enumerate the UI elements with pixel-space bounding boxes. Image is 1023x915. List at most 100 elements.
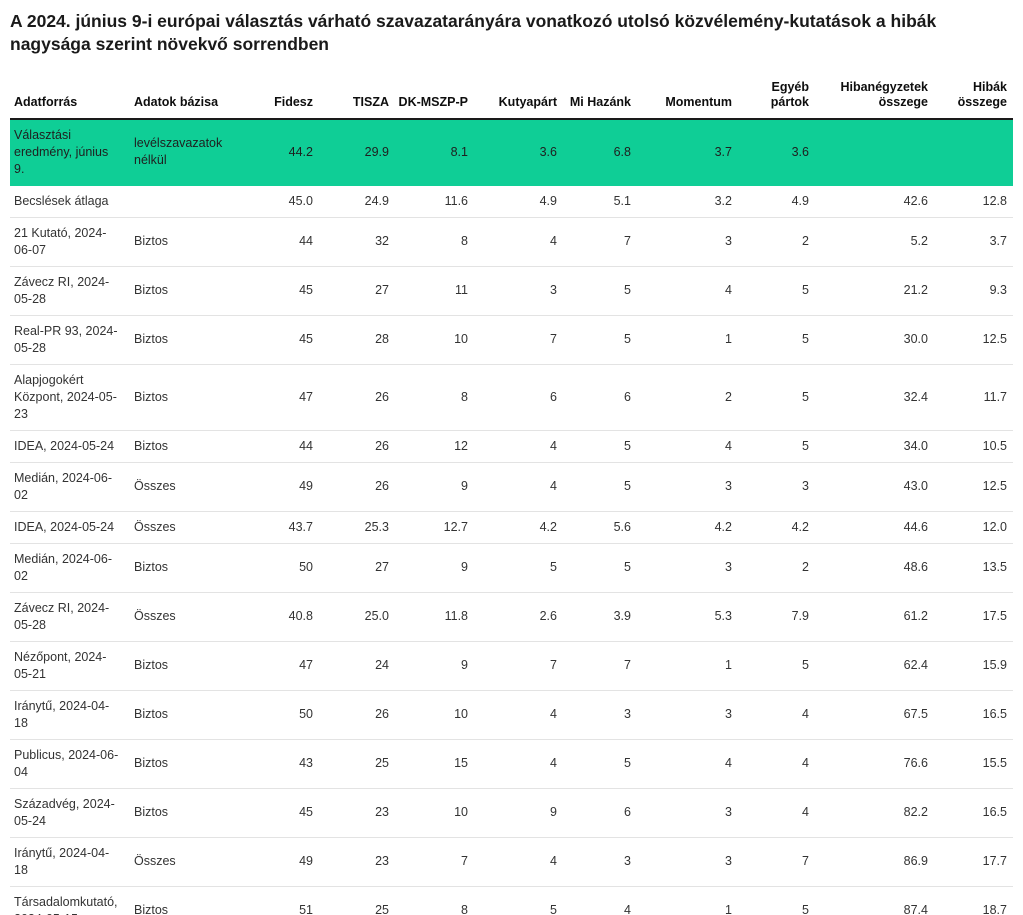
cell-fidesz: 47 (245, 364, 313, 431)
cell-errsum: 15.5 (928, 739, 1013, 789)
page-title: A 2024. június 9-i európai választás vár… (10, 11, 937, 54)
table-row: 21 Kutató, 2024-06-07 Biztos 44 32 8 4 7 3 2 5.2 3… (10, 217, 1013, 267)
cell-dkmszpp: 8 (389, 886, 468, 915)
cell-egyeb: 4 (732, 788, 809, 838)
cell-errsum: 9.3 (928, 266, 1013, 316)
cell-errsum: 15.9 (928, 641, 1013, 691)
cell-sqsum: 67.5 (809, 690, 928, 740)
cell-momentum: 3.7 (631, 118, 732, 186)
cell-kutyapart: 9 (468, 788, 557, 838)
column-header-base: Adatok bázisa (130, 73, 245, 120)
cell-sqsum: 30.0 (809, 315, 928, 365)
cell-kutyapart: 7 (468, 641, 557, 691)
column-header-egyeb: Egyéb pártok (732, 73, 809, 120)
cell-kutyapart: 5 (468, 886, 557, 915)
cell-egyeb: 5 (732, 266, 809, 316)
cell-base: Biztos (130, 739, 245, 789)
cell-tisza: 27 (313, 266, 389, 316)
cell-errsum: 16.5 (928, 788, 1013, 838)
cell-egyeb: 5 (732, 315, 809, 365)
table-body: Választási eredmény, június 9. levélszava… (10, 118, 1013, 915)
cell-errsum (928, 118, 1013, 186)
column-header-mihazank: Mi Hazánk (557, 73, 631, 120)
cell-kutyapart: 2.6 (468, 592, 557, 642)
cell-tisza: 26 (313, 462, 389, 512)
polls-table: Adatforrás Adatok bázisa Fidesz TISZA DK-MSZ… (10, 73, 1013, 915)
cell-base: Összes (130, 837, 245, 887)
cell-sqsum: 5.2 (809, 217, 928, 267)
table-row: Századvég, 2024-05-24 Biztos 45 23 10 9 6 3 4 82.… (10, 788, 1013, 838)
cell-kutyapart: 4.9 (468, 185, 557, 218)
cell-source: Iránytű, 2024-04-18 (10, 690, 130, 740)
cell-dkmszpp: 12 (389, 430, 468, 463)
cell-base: Biztos (130, 690, 245, 740)
table-row: Real-PR 93, 2024-05-28 Biztos 45 28 10 7 5 1 5 30… (10, 315, 1013, 365)
cell-base: levélszavazatok nélkül (130, 118, 245, 186)
cell-tisza: 29.9 (313, 118, 389, 186)
cell-momentum: 1 (631, 886, 732, 915)
cell-errsum: 12.5 (928, 315, 1013, 365)
table-row: Iránytű, 2024-04-18 Biztos 50 26 10 4 3 3 4 67.5 1… (10, 690, 1013, 740)
table-row-highlighted: Választási eredmény, június 9. levélszava… (10, 118, 1013, 186)
cell-base: Biztos (130, 543, 245, 593)
cell-kutyapart: 4 (468, 217, 557, 267)
cell-egyeb: 7.9 (732, 592, 809, 642)
cell-source: IDEA, 2024-05-24 (10, 511, 130, 544)
table-row: Medián, 2024-06-02 Összes 49 26 9 4 5 3 3 43.0 12.… (10, 462, 1013, 512)
cell-errsum: 12.8 (928, 185, 1013, 218)
cell-dkmszpp: 10 (389, 315, 468, 365)
cell-errsum: 12.5 (928, 462, 1013, 512)
cell-momentum: 3 (631, 462, 732, 512)
cell-egyeb: 5 (732, 886, 809, 915)
cell-fidesz: 45.0 (245, 185, 313, 218)
cell-kutyapart: 6 (468, 364, 557, 431)
cell-sqsum: 34.0 (809, 430, 928, 463)
cell-dkmszpp: 11.8 (389, 592, 468, 642)
cell-kutyapart: 3.6 (468, 118, 557, 186)
table-row: Závecz RI, 2024-05-28 Összes 40.8 25.0 11.8 2… (10, 592, 1013, 642)
cell-errsum: 13.5 (928, 543, 1013, 593)
cell-fidesz: 50 (245, 543, 313, 593)
cell-kutyapart: 4 (468, 739, 557, 789)
cell-kutyapart: 4.2 (468, 511, 557, 544)
cell-fidesz: 50 (245, 690, 313, 740)
cell-mihazank: 5 (557, 430, 631, 463)
cell-sqsum: 44.6 (809, 511, 928, 544)
table-header-row: Adatforrás Adatok bázisa Fidesz TISZA DK-MSZ… (10, 73, 1013, 120)
cell-source: Becslések átlaga (10, 185, 130, 218)
cell-fidesz: 45 (245, 788, 313, 838)
cell-base: Összes (130, 592, 245, 642)
cell-errsum: 17.5 (928, 592, 1013, 642)
cell-base: Összes (130, 462, 245, 512)
cell-fidesz: 43.7 (245, 511, 313, 544)
cell-tisza: 24.9 (313, 185, 389, 218)
cell-kutyapart: 5 (468, 543, 557, 593)
cell-source: Alapjogokért Központ, 2024-05-23 (10, 364, 130, 431)
column-header-sqsum: Hibanégyzetek összege (809, 73, 928, 120)
cell-base: Biztos (130, 430, 245, 463)
cell-tisza: 25 (313, 886, 389, 915)
cell-momentum: 2 (631, 364, 732, 431)
cell-mihazank: 7 (557, 217, 631, 267)
cell-dkmszpp: 10 (389, 690, 468, 740)
cell-fidesz: 43 (245, 739, 313, 789)
cell-momentum: 4 (631, 430, 732, 463)
cell-errsum: 10.5 (928, 430, 1013, 463)
cell-sqsum: 62.4 (809, 641, 928, 691)
cell-mihazank: 6 (557, 788, 631, 838)
cell-base: Biztos (130, 315, 245, 365)
cell-momentum: 4 (631, 266, 732, 316)
table-row: IDEA, 2024-05-24 Összes 43.7 25.3 12.7 4.2 5.6… (10, 511, 1013, 544)
cell-tisza: 24 (313, 641, 389, 691)
cell-kutyapart: 4 (468, 837, 557, 887)
cell-tisza: 28 (313, 315, 389, 365)
cell-source: Iránytű, 2024-04-18 (10, 837, 130, 887)
cell-momentum: 1 (631, 641, 732, 691)
cell-tisza: 25.3 (313, 511, 389, 544)
cell-sqsum: 61.2 (809, 592, 928, 642)
cell-errsum: 3.7 (928, 217, 1013, 267)
cell-tisza: 23 (313, 837, 389, 887)
cell-kutyapart: 3 (468, 266, 557, 316)
cell-fidesz: 51 (245, 886, 313, 915)
